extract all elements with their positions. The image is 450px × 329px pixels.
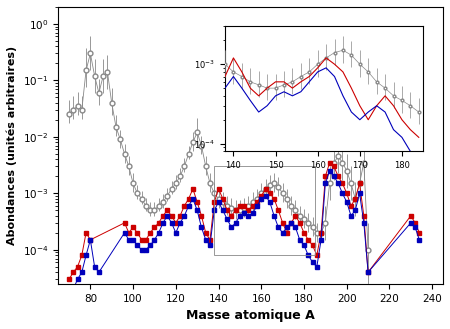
Bar	[214, 166, 315, 255]
Y-axis label: Abondances (unités arbitraires): Abondances (unités arbitraires)	[7, 46, 18, 245]
X-axis label: Masse atomique A: Masse atomique A	[186, 309, 315, 322]
